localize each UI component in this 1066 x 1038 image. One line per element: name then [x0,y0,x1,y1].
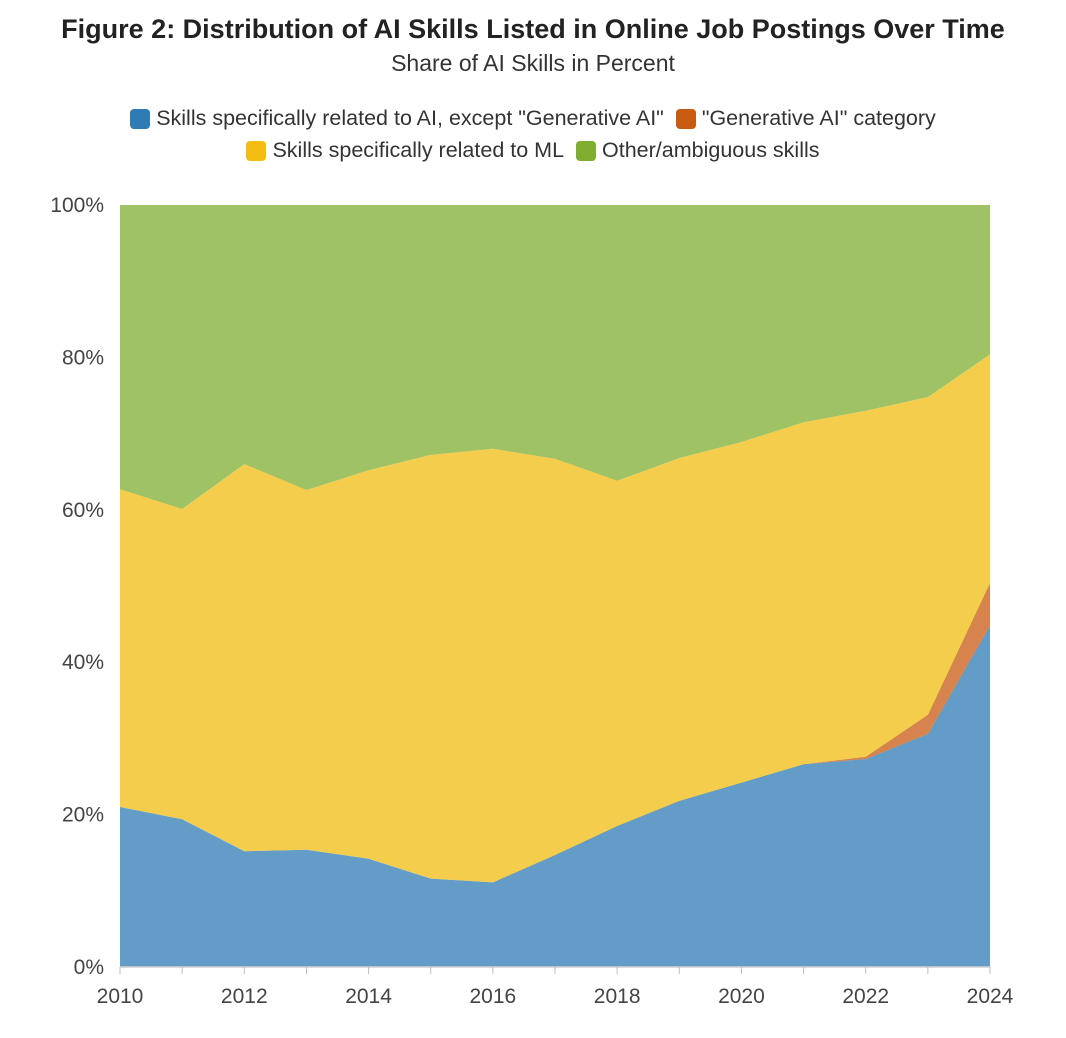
legend-swatch-generative-ai [675,108,696,129]
legend-row-1: Skills specifically related to AI, excep… [0,106,1066,131]
x-tick-label: 2024 [967,985,1014,1008]
x-tick-label: 2022 [842,985,889,1008]
legend-item-ml-skills: Skills specifically related to ML [246,138,564,163]
y-tick-label: 60% [62,499,104,522]
x-tick-label: 2016 [469,985,516,1008]
legend-item-ai-skills: Skills specifically related to AI, excep… [130,106,664,131]
legend-label-ml-skills: Skills specifically related to ML [272,138,565,162]
y-tick-label: 80% [62,346,104,369]
x-tick-label: 2012 [221,985,268,1008]
legend-swatch-other-skills [576,140,597,161]
y-axis: 0% 20% 40% 60% 80% 100% [50,194,104,979]
y-tick-label: 0% [74,956,104,979]
legend-label-ai-skills: Skills specifically related to AI, excep… [156,106,664,130]
area-series-0 [120,624,990,967]
x-axis: 2010 2012 2014 2016 2018 2020 2022 2024 [97,966,1014,1008]
x-tick-label: 2020 [718,985,765,1008]
x-tick-label: 2010 [97,985,144,1008]
legend-item-generative-ai: "Generative AI" category [675,106,936,131]
x-tick-label: 2014 [345,985,392,1008]
chart-title: Figure 2: Distribution of AI Skills List… [61,14,1005,44]
legend-swatch-ml-skills [246,140,267,161]
legend-label-other-skills: Other/ambiguous skills [602,138,820,162]
chart-subtitle: Share of AI Skills in Percent [391,50,675,76]
legend-swatch-ai-skills [130,108,151,129]
area-layers [120,205,990,967]
x-tick-label: 2018 [594,985,641,1008]
y-tick-label: 20% [62,804,104,827]
legend-row-2: Skills specifically related to ML Other/… [0,138,1066,163]
legend-item-other-skills: Other/ambiguous skills [576,138,820,163]
y-tick-label: 40% [62,651,104,674]
area-series-2 [120,354,990,883]
legend-label-generative-ai: "Generative AI" category [701,106,936,130]
y-tick-label: 100% [50,194,104,217]
area-series-3 [120,205,990,509]
